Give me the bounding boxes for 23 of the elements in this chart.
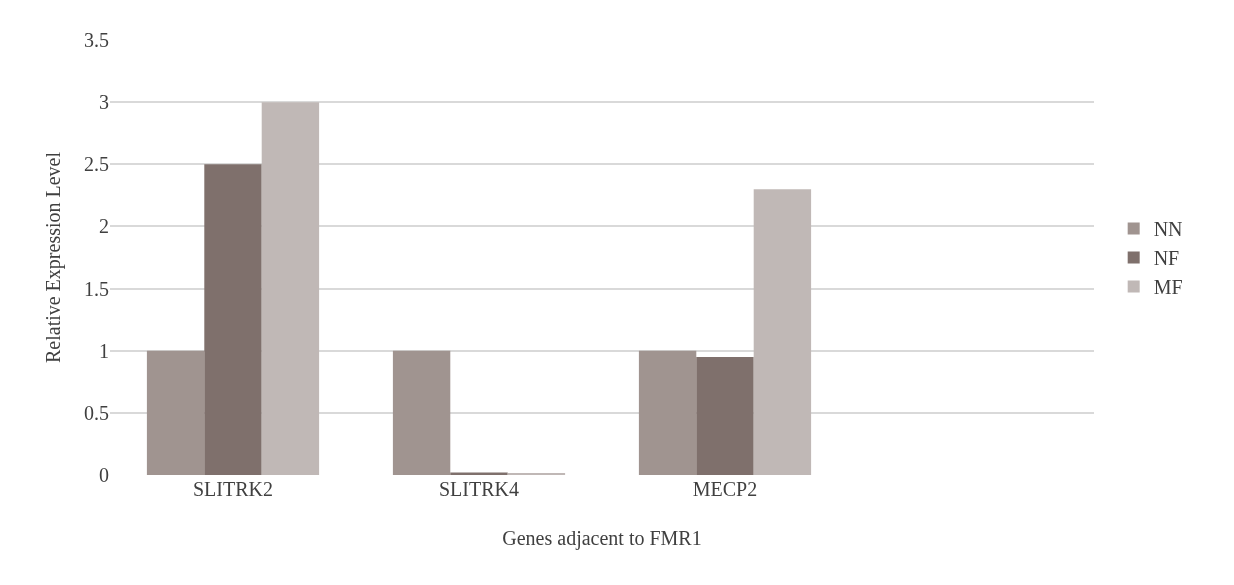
x-axis-title: Genes adjacent to FMR1 [502,527,702,550]
y-axis-title: Relative Expression Level [42,151,65,364]
y-tick-label: 3.5 [84,29,109,51]
legend-label: MF [1153,276,1183,299]
y-tick-label: 0 [99,464,109,486]
bar [261,102,320,475]
bar [638,350,697,475]
y-tick-label: 3 [99,91,109,114]
bar [696,356,754,475]
y-tick-label: 1 [99,339,109,362]
bar [753,189,812,475]
x-tick-label: MECP2 [692,478,758,500]
y-tick-label: 0.5 [84,401,109,424]
y-tick-label: 2.5 [84,153,109,176]
legend-label: NF [1153,247,1180,270]
legend-label: NN [1153,218,1183,241]
bar [204,164,262,475]
x-tick-label: SLITRK2 [193,478,273,500]
x-tick-label: SLITRK4 [439,478,519,500]
bar [146,350,205,475]
y-tick-label: 1.5 [84,277,109,300]
y-tick-label: 2 [99,215,109,238]
bar [392,350,451,475]
